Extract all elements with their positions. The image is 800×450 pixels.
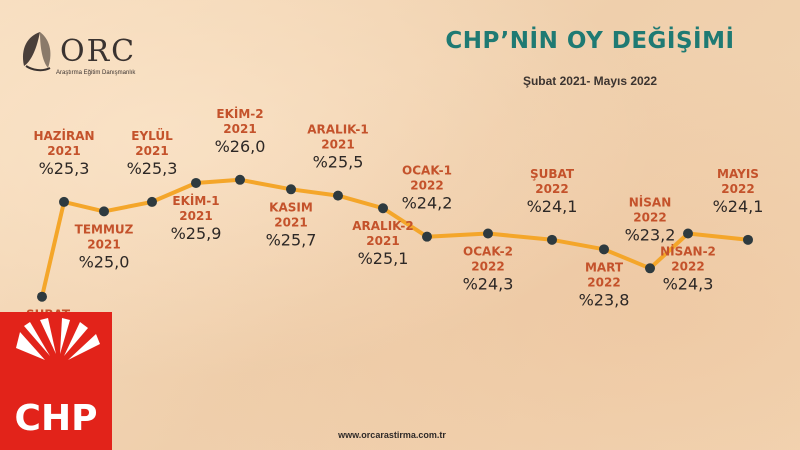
data-point	[59, 196, 69, 207]
data-point	[333, 190, 343, 201]
data-point	[743, 234, 753, 245]
chp-logo: CHP	[0, 312, 112, 450]
data-point	[547, 234, 557, 245]
point-label-name: ARALIK-1	[307, 123, 369, 137]
data-label: %25,7	[266, 230, 317, 249]
point-label-year: 2021	[87, 237, 120, 251]
point-label-year: 2022	[721, 182, 754, 196]
point-label-year: 2022	[633, 210, 666, 224]
point-label-name: NİSAN	[629, 194, 671, 209]
point-label-name: OCAK-2	[463, 245, 513, 259]
point-label-name: ŞUBAT	[530, 167, 575, 181]
orc-leaf-icon	[22, 32, 51, 72]
data-label: %25,3	[127, 159, 178, 178]
point-label-year: 2022	[671, 260, 704, 274]
data-point	[683, 228, 693, 239]
point-label-year: 2021	[366, 234, 399, 248]
point-label-year: 2022	[587, 275, 620, 289]
point-label-name: OCAK-1	[402, 164, 452, 178]
point-label-name: HAZİRAN	[33, 128, 94, 143]
data-point	[235, 174, 245, 185]
data-point	[483, 228, 493, 239]
point-label-name: TEMMUZ	[75, 222, 134, 236]
data-label: %25,5	[313, 153, 364, 172]
data-point	[99, 206, 109, 217]
brand-name: ORC	[60, 34, 137, 69]
point-label-name: EYLÜL	[131, 128, 173, 143]
orc-logo: ORC Araştırma Eğitim Danışmanlık	[10, 22, 160, 82]
data-point	[191, 177, 201, 188]
point-label-year: 2022	[471, 260, 504, 274]
point-label-year: 2021	[321, 138, 354, 152]
data-label: %24,3	[663, 275, 714, 294]
series-line	[40, 177, 750, 299]
point-label-name: EKİM-1	[172, 193, 219, 208]
data-label: %26,0	[215, 137, 266, 156]
data-label: %23,8	[579, 290, 630, 309]
data-label: %25,0	[79, 252, 130, 271]
data-label: %24,1	[713, 197, 764, 216]
website-footer: www.orcarastirma.com.tr	[338, 430, 446, 440]
data-label: %24,2	[402, 194, 453, 213]
point-label-name: EKİM-2	[216, 106, 263, 121]
data-point	[422, 231, 432, 242]
chart-subtitle: Şubat 2021- Mayıs 2022	[522, 74, 658, 88]
data-label: %24,1	[527, 197, 578, 216]
data-point	[645, 263, 655, 274]
point-label-name: ARALIK-2	[352, 219, 414, 233]
point-label-year: 2021	[223, 122, 256, 136]
point-label-name: KASIM	[269, 200, 313, 214]
data-point	[286, 184, 296, 195]
data-label: %23,2	[625, 225, 676, 244]
data-point	[599, 244, 609, 255]
point-label-year: 2022	[410, 179, 443, 193]
chp-logo-text: CHP	[15, 398, 98, 439]
data-point	[37, 291, 47, 302]
point-label-year: 2021	[179, 209, 212, 223]
chart-title: CHP’NİN OY DEĞİŞİMİ	[445, 28, 735, 54]
data-label: %25,1	[358, 249, 409, 268]
brand-tagline: Araştırma Eğitim Danışmanlık	[56, 70, 136, 76]
point-label-year: 2021	[135, 144, 168, 158]
point-label-name: MAYIS	[717, 167, 759, 181]
point-label-name: MART	[585, 260, 624, 274]
point-label-year: 2021	[274, 215, 307, 229]
data-label: %24,3	[463, 275, 514, 294]
point-label-year: 2021	[47, 144, 80, 158]
data-label: %25,9	[171, 224, 222, 243]
data-label: %25,3	[39, 159, 90, 178]
data-point	[147, 196, 157, 207]
data-point	[378, 203, 388, 214]
point-label-name: NİSAN-2	[660, 244, 716, 259]
point-label-year: 2022	[535, 182, 568, 196]
